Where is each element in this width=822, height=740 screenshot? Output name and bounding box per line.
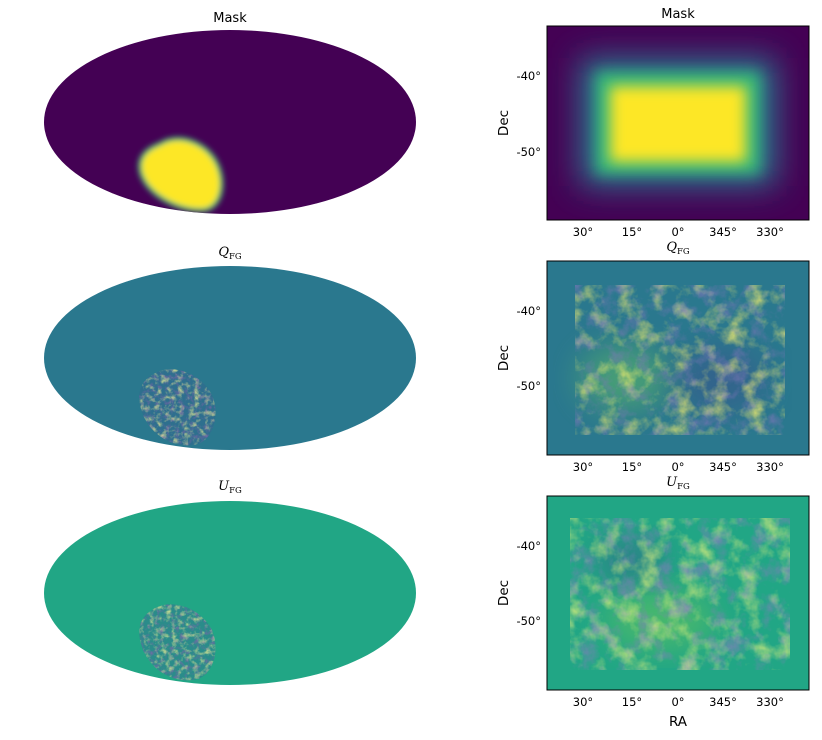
gnomonic-q-panel: QFG -40° -50° 30° 15° 0° 345° 330° Dec [496,240,810,474]
xtick-label: 15° [622,225,642,239]
gnomonic-u-noise [570,518,790,670]
xtick-label: 30° [573,460,593,474]
xtick-label: 0° [671,225,684,239]
ytick-label: -40° [516,539,541,553]
mollweide-mask-title: Mask [213,11,247,26]
gnomonic-u-xticks: 30° 15° 0° 345° 330° [573,695,784,709]
gnomonic-u-yticks: -40° -50° [516,539,541,628]
mollweide-q-background [44,266,416,450]
ytick-label: -50° [516,145,541,159]
gnomonic-mask-yticks: -40° -50° [516,69,541,159]
gnomonic-u-frame [546,495,810,691]
gnomonic-q-yticks: -40° -50° [516,304,541,393]
xtick-label: 345° [709,695,737,709]
ytick-label: -40° [516,69,541,83]
mollweide-u-title: UFG [218,479,242,496]
xtick-label: 15° [622,460,642,474]
gnomonic-u-title: UFG [666,475,690,492]
gnomonic-q-noise [575,285,785,435]
gnomonic-q-ylabel: Dec [496,345,512,371]
ytick-label: -50° [516,614,541,628]
xtick-label: 30° [573,225,593,239]
ytick-label: -50° [516,379,541,393]
gnomonic-u-xlabel: RA [669,714,688,730]
mollweide-mask-background [44,30,416,214]
xtick-label: 330° [756,695,784,709]
xtick-label: 330° [756,460,784,474]
gnomonic-mask-rectangle [610,86,746,162]
gnomonic-mask-xticks: 30° 15° 0° 345° 330° [573,225,784,239]
xtick-label: 30° [573,695,593,709]
gnomonic-q-xticks: 30° 15° 0° 345° 330° [573,460,784,474]
gnomonic-mask-frame [546,25,810,221]
xtick-label: 345° [709,460,737,474]
ytick-label: -40° [516,304,541,318]
xtick-label: 0° [671,460,684,474]
xtick-label: 15° [622,695,642,709]
gnomonic-mask-title: Mask [661,7,695,22]
xtick-label: 330° [756,225,784,239]
gnomonic-u-ylabel: Dec [496,580,512,606]
gnomonic-u-panel: UFG -40° -50° 30° 15° 0° 345° 330° Dec R… [496,475,810,730]
mollweide-q-title: QFG [218,245,242,262]
mollweide-u-panel: UFG [44,479,416,685]
mollweide-u-background [44,501,416,685]
mollweide-mask-panel: Mask [44,11,416,214]
xtick-label: 0° [671,695,684,709]
xtick-label: 345° [709,225,737,239]
gnomonic-mask-panel: Mask -40° -50° 30° 15° 0° 345° 330° Dec [496,7,810,239]
gnomonic-q-frame [546,260,810,456]
mollweide-mask-patch [138,137,224,213]
gnomonic-q-title: QFG [666,240,690,257]
mollweide-q-panel: QFG [44,245,416,450]
gnomonic-mask-ylabel: Dec [496,110,512,136]
